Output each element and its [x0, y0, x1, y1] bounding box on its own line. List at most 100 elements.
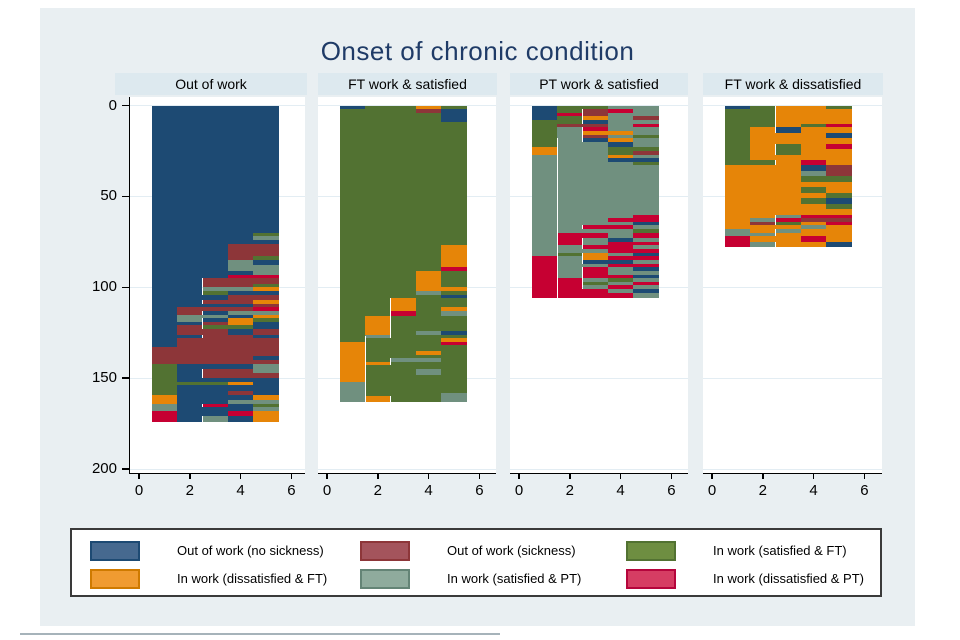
sequence-segment — [531, 147, 558, 151]
sequence-segment — [633, 252, 659, 257]
sequence-segment — [151, 334, 203, 339]
sequence-segment — [826, 170, 852, 177]
sequence-segment — [390, 316, 467, 331]
sequence-segment — [177, 403, 203, 408]
y-tick — [122, 468, 129, 470]
sequence-segment — [557, 123, 608, 128]
sequence-segment — [750, 143, 776, 150]
sequence-segment — [339, 270, 416, 288]
sequence-segment — [724, 176, 801, 182]
sequence-segment — [775, 232, 852, 237]
sequence-segment — [339, 338, 442, 342]
sequence-segment — [633, 123, 659, 128]
sequence-segment — [557, 109, 583, 113]
sequence-segment — [800, 214, 852, 219]
sequence-segment — [365, 374, 467, 382]
sequence-segment — [227, 256, 254, 261]
bottom-divider — [20, 633, 500, 635]
sequence-segment — [724, 181, 852, 188]
x-tick — [189, 474, 191, 479]
sequence-segment — [365, 369, 416, 375]
sequence-segment — [441, 330, 467, 335]
legend-label: In work (dissatisfied & FT) — [177, 571, 328, 586]
sequence-segment — [826, 132, 852, 139]
gridline — [703, 377, 882, 379]
sequence-segment — [253, 329, 279, 335]
sequence-segment — [227, 400, 279, 404]
sequence-segment — [775, 229, 801, 233]
sequence-segment — [633, 278, 659, 282]
sequence-segment — [750, 132, 827, 139]
sequence-segment — [607, 285, 634, 290]
panel-plot — [703, 97, 882, 473]
sequence-segment — [415, 105, 442, 110]
sequence-segment — [151, 240, 279, 244]
sequence-segment — [775, 241, 827, 248]
sequence-segment — [227, 329, 254, 335]
sequence-segment — [633, 281, 659, 286]
sequence-segment — [339, 354, 366, 359]
sequence-segment — [724, 143, 751, 150]
sequence-segment — [151, 294, 228, 301]
sequence-segment — [582, 274, 634, 279]
y-tick — [122, 195, 129, 198]
sequence-segment — [582, 238, 608, 242]
sequence-segment — [557, 116, 583, 121]
chart-title: Onset of chronic condition — [320, 36, 635, 66]
sequence-segment — [633, 292, 659, 299]
sequence-segment — [365, 105, 416, 110]
legend-swatch-M — [360, 541, 410, 561]
graph-canvas: Onset of chronic condition Out of work 0 2… — [40, 8, 915, 626]
sequence-segment — [253, 287, 279, 291]
sequence-segment — [633, 245, 659, 250]
sequence-segment — [339, 267, 442, 271]
sequence-segment — [151, 407, 178, 411]
sequence-segment — [177, 310, 203, 315]
sequence-segment — [531, 105, 558, 110]
sequence-segment — [202, 300, 254, 304]
sequence-segment — [202, 290, 228, 295]
sequence-segment — [390, 298, 416, 308]
sequence-segment — [253, 381, 279, 386]
sequence-segment — [607, 256, 659, 261]
sequence-segment — [151, 283, 203, 288]
sequence-segment — [724, 127, 751, 133]
sequence-segment — [800, 221, 827, 226]
sequence-segment — [633, 229, 659, 233]
sequence-segment — [177, 369, 203, 373]
sequence-segment — [339, 310, 391, 317]
sequence-segment — [633, 285, 659, 290]
sequence-segment — [253, 314, 279, 319]
sequence-segment — [826, 165, 852, 171]
sequence-segment — [826, 198, 852, 204]
sequence-segment — [724, 192, 827, 199]
sequence-segment — [415, 350, 442, 355]
sequence-segment — [202, 372, 279, 379]
sequence-segment — [151, 274, 228, 279]
sequence-segment — [531, 161, 634, 166]
sequence-segment — [202, 334, 254, 339]
sequence-segment — [724, 218, 751, 222]
sequence-segment — [390, 330, 416, 335]
x-tick — [569, 474, 571, 479]
x-tick-label: 2 — [373, 482, 382, 499]
legend-swatch-G — [626, 541, 676, 561]
sequence-segment — [202, 321, 228, 326]
sequence-segment — [582, 252, 608, 257]
sequence-segment — [531, 158, 608, 162]
sequence-segment — [339, 109, 416, 113]
sequence-segment — [151, 243, 228, 257]
sequence-segment — [253, 356, 279, 360]
sequence-segment — [800, 149, 852, 155]
x-tick — [138, 474, 140, 479]
sequence-segment — [800, 229, 852, 233]
sequence-segment — [607, 109, 634, 113]
x-tick-label: 2 — [758, 482, 767, 499]
sequence-segment — [177, 325, 203, 330]
sequence-segment — [151, 236, 254, 241]
sequence-segment — [531, 267, 558, 271]
sequence-segment — [227, 416, 254, 422]
legend-label: In work (dissatisfied & PT) — [713, 571, 864, 586]
sequence-segment — [607, 218, 659, 222]
y-tick-label: 0 — [108, 96, 117, 114]
